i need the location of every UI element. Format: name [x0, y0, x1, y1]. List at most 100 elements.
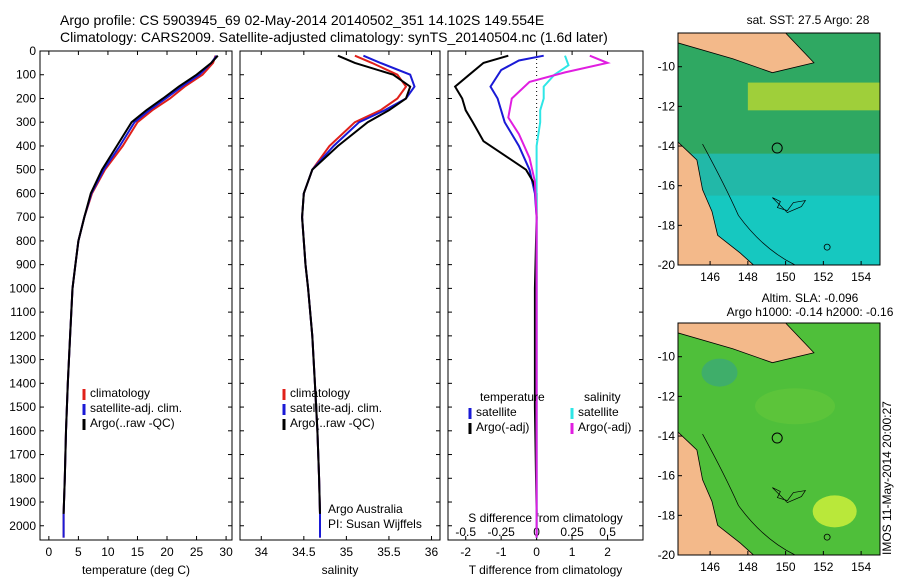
depth-tick-label: 1500 [9, 400, 36, 414]
difference-profile-line-temperature-argo [453, 54, 538, 514]
temperature-profile-xtick-label: 10 [101, 545, 115, 559]
depth-tick-label: 500 [16, 163, 36, 177]
depth-tick-label: 600 [16, 186, 36, 200]
salinity-profile-xtick-label: 36 [425, 545, 439, 559]
sst-map-xtick-label: 146 [700, 270, 720, 284]
sst-map-ytick-label: -10 [658, 60, 676, 74]
difference-profile-xlabel: T difference from climatology [469, 563, 623, 577]
sla-map-argo-position-marker [771, 432, 783, 444]
sst-map-ytick-label: -18 [658, 218, 676, 232]
temperature-legend-entry: satellite [476, 405, 517, 419]
temperature-profile-frame [39, 50, 233, 541]
temperature-profile-xtick-label: 0 [46, 545, 53, 559]
salinity-profile-xtick-label: 35.5 [377, 545, 401, 559]
sst-map-reef-marker [823, 243, 831, 251]
depth-tick-label: 1900 [9, 495, 36, 509]
salinity-legend-entry: Argo(-adj) [578, 420, 631, 434]
sla-map-ytick-label: -16 [658, 469, 676, 483]
temperature-profile-line-argo [62, 55, 219, 514]
sla-map-plateau-contour [772, 487, 807, 503]
salinity-diff-tick-label: -0.25 [488, 525, 516, 539]
depth-tick-label: 400 [16, 139, 36, 153]
difference-profile-line-salinity-argo [507, 54, 611, 538]
salinity-diff-xlabel: S difference from climatology [468, 511, 623, 525]
temperature-profile-line-satellite-adj-clim- [62, 55, 218, 538]
salinity-diff-tick-label: 0.5 [599, 525, 616, 539]
sst-map-ytick-label: -16 [658, 179, 676, 193]
sla-map-xtick-label: 154 [851, 560, 871, 574]
annotation-text: Argo Australia [328, 502, 403, 516]
sla-map-high-anomaly [812, 495, 857, 528]
sst-map-plateau-contour [772, 197, 807, 213]
sst-map-yellow-band [747, 82, 880, 111]
sla-map-land-new-guinea [678, 323, 815, 364]
sla-map-low-anomaly [701, 358, 738, 387]
sla-map-xtick-label: 146 [700, 560, 720, 574]
sla-map-frame [677, 322, 881, 556]
salinity-diff-tick-label: -0.5 [455, 525, 476, 539]
temperature-profile-xtick-label: 15 [131, 545, 145, 559]
sst-map-xtick-label: 154 [851, 270, 871, 284]
temperature-legend-entry: temperature [480, 390, 545, 404]
depth-tick-label: 100 [16, 68, 36, 82]
sla-map-title: Altim. SLA: -0.096 [762, 291, 859, 305]
sla-map-xtick-label: 148 [738, 560, 758, 574]
depth-tick-label: 1800 [9, 471, 36, 485]
sst-map-layers [678, 33, 880, 265]
sla-map-xtick-label: 152 [813, 560, 833, 574]
sla-map-ytick-label: -10 [658, 350, 676, 364]
depth-tick-label: 1600 [9, 424, 36, 438]
sla-map-layers [678, 323, 880, 555]
temperature-profile-legend-entry: satellite-adj. clim. [90, 401, 182, 415]
depth-tick-label: 300 [16, 115, 36, 129]
sla-map-ytick-label: -18 [658, 508, 676, 522]
annotation-text: PI: Susan Wijffels [328, 517, 422, 531]
difference-profile-frame [447, 50, 644, 541]
depth-tick-label: 800 [16, 234, 36, 248]
temperature-profile-xtick-label: 5 [75, 545, 82, 559]
difference-profile-xtick-label: -1 [496, 545, 507, 559]
depth-tick-label: 200 [16, 91, 36, 105]
difference-profile-xtick-label: 0 [533, 545, 540, 559]
timestamp-label: IMOS 11-May-2014 20:00:27 [880, 401, 894, 555]
sst-map-land-new-guinea [678, 33, 815, 74]
sst-map-ytick-label: -14 [658, 139, 676, 153]
sla-map-subtitle: Argo h1000: -0.14 h2000: -0.16 [727, 305, 894, 319]
depth-tick-label: 1100 [10, 305, 36, 319]
salinity-legend-entry: salinity [584, 390, 621, 404]
salinity-profile-xtick-label: 34.5 [292, 545, 316, 559]
salinity-legend-entry: satellite [578, 405, 619, 419]
sla-map-land-australia [678, 431, 755, 555]
temperature-profile-line-climatology [62, 55, 217, 538]
difference-profile-xtick-label: -2 [460, 545, 471, 559]
salinity-profile-frame [239, 50, 441, 541]
temperature-profile-legend-entry: Argo(..raw -QC) [90, 416, 175, 430]
depth-tick-label: 0 [29, 44, 36, 58]
sst-map-xtick-label: 148 [738, 270, 758, 284]
depth-tick-label: 700 [16, 210, 36, 224]
temperature-profile-xtick-label: 25 [190, 545, 204, 559]
difference-profile-xtick-label: 2 [604, 545, 611, 559]
sst-map-ytick-label: -12 [658, 99, 676, 113]
difference-profile-line-salinity-satellite [535, 55, 570, 538]
temperature-legend-entry: Argo(-adj) [476, 420, 529, 434]
temperature-profile-series-group [62, 55, 219, 538]
temperature-profile-xlabel: temperature (deg C) [82, 563, 190, 577]
sst-map-xtick-label: 152 [813, 270, 833, 284]
plot-title-line-1: Argo profile: CS 5903945_69 02-May-2014 … [60, 12, 545, 28]
difference-profile-series-group [453, 54, 611, 538]
sla-map-ytick-label: -20 [658, 548, 676, 562]
depth-tick-label: 2000 [9, 519, 36, 533]
sla-map-reef-contour [702, 433, 796, 555]
salinity-profile-legend-entry: Argo(..raw -QC) [290, 416, 375, 430]
sst-map-land-australia [678, 141, 755, 265]
sst-map-ytick-label: -20 [658, 258, 676, 272]
salinity-profile-legend-entry: satellite-adj. clim. [290, 401, 382, 415]
sst-map-argo-position-marker [771, 142, 783, 154]
depth-tick-label: 1200 [9, 329, 36, 343]
difference-profile-xtick-label: 1 [569, 545, 576, 559]
sla-map-ytick-label: -12 [658, 389, 676, 403]
depth-tick-label: 1700 [9, 448, 36, 462]
temperature-profile-xtick-label: 30 [219, 545, 233, 559]
plot-title-line-2: Climatology: CARS2009. Satellite-adjuste… [60, 29, 608, 45]
